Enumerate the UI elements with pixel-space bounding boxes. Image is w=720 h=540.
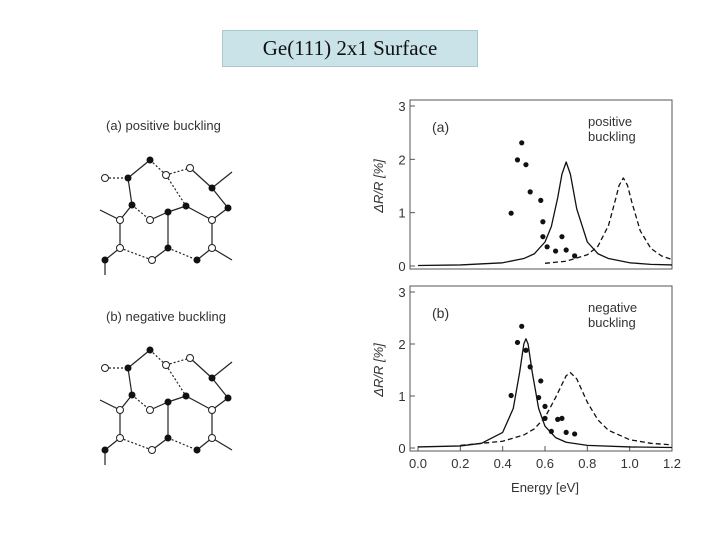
data-point (572, 431, 578, 437)
data-point (552, 248, 559, 254)
y-axis-label: ΔR/R [%] (371, 343, 386, 398)
y-tick-label: 2 (398, 337, 405, 352)
data-point (514, 339, 521, 346)
data-point (519, 140, 525, 146)
data-point (519, 323, 525, 329)
diagram-label: (b) negative buckling (106, 309, 226, 324)
data-point (540, 219, 546, 225)
data-point (572, 253, 578, 259)
curve (460, 371, 673, 447)
data-point (508, 210, 514, 216)
y-tick-label: 1 (398, 389, 405, 404)
x-tick-label: 0.2 (451, 456, 469, 471)
data-point (514, 157, 521, 163)
curve (417, 161, 673, 267)
y-tick-label: 2 (398, 152, 405, 167)
slide-title: Ge(111) 2x1 Surface (222, 30, 478, 67)
x-tick-label: 1.0 (621, 456, 639, 471)
data-point (544, 244, 550, 250)
y-tick-label: 0 (398, 259, 405, 274)
data-point (563, 247, 569, 253)
data-point (538, 378, 544, 384)
x-tick-label: 1.2 (663, 456, 681, 471)
data-point (527, 189, 533, 195)
plot-frame (409, 99, 673, 270)
y-tick-label: 1 (398, 206, 405, 221)
panel-label: (b) (432, 305, 449, 321)
annotation: positive buckling (588, 114, 636, 144)
curve (417, 338, 673, 449)
data-point (542, 403, 548, 409)
data-point (540, 234, 546, 240)
y-tick-label: 3 (398, 285, 405, 300)
lattice-diagram (99, 346, 233, 465)
y-tick-label: 3 (398, 99, 405, 114)
data-point (508, 392, 514, 399)
data-point (555, 416, 561, 422)
data-point (563, 429, 569, 435)
annotation-text: positive buckling (588, 114, 636, 144)
y-axis-label: ΔR/R [%] (371, 159, 386, 214)
annotation: negative buckling (588, 300, 638, 330)
data-point (559, 415, 565, 421)
x-tick-label: 0.4 (494, 456, 512, 471)
data-point (548, 428, 554, 434)
x-tick-label: 0.0 (409, 456, 427, 471)
data-point (559, 234, 565, 240)
plot-frame (409, 285, 673, 452)
data-point (523, 162, 529, 168)
y-tick-label: 0 (398, 441, 405, 456)
x-axis-label: Energy [eV] (511, 480, 579, 495)
x-tick-label: 0.6 (536, 456, 554, 471)
x-tick-label: 0.8 (578, 456, 596, 471)
lattice-diagram (99, 156, 233, 275)
curve (544, 177, 673, 264)
diagram-label: (a) positive buckling (106, 118, 221, 133)
panel-label: (a) (432, 119, 449, 135)
data-point (538, 197, 544, 203)
data-point (523, 347, 529, 353)
annotation-text: negative buckling (588, 300, 638, 330)
